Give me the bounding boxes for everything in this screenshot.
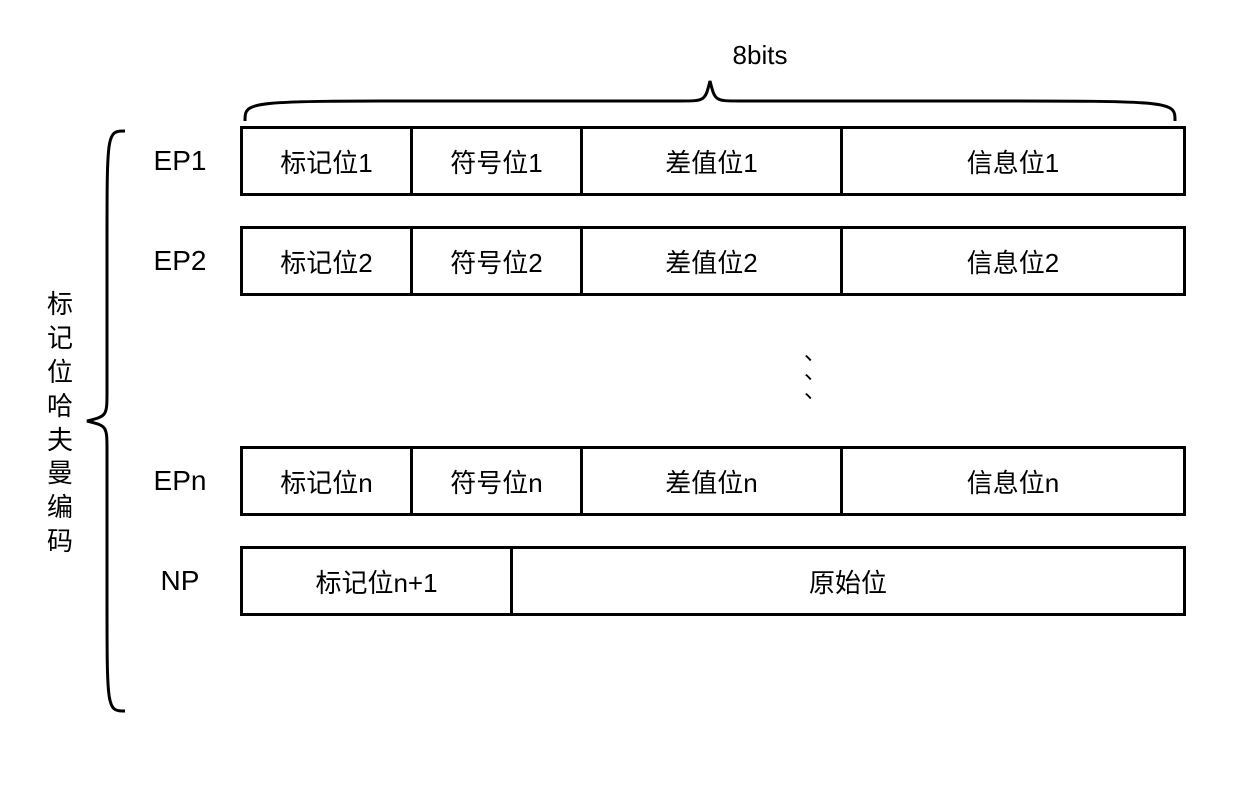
cell-sign: 符号位1: [413, 129, 583, 193]
row-label-np: NP: [130, 565, 240, 597]
top-width-label: 8bits: [320, 40, 1200, 71]
row-epn: EPn 标记位n 符号位n 差值位n 信息位n: [130, 446, 1200, 516]
cell-diff: 差值位n: [583, 449, 843, 513]
boxes-epn: 标记位n 符号位n 差值位n 信息位n: [240, 446, 1186, 516]
cell-sign: 符号位2: [413, 229, 583, 293]
boxes-ep2: 标记位2 符号位2 差值位2 信息位2: [240, 226, 1186, 296]
ellipsis-dot: 、: [804, 385, 826, 396]
top-brace: [240, 76, 1180, 126]
cell-marker: 标记位2: [243, 229, 413, 293]
cell-np-marker: 标记位n+1: [243, 549, 513, 613]
row-ep1: EP1 标记位1 符号位1 差值位1 信息位1: [130, 126, 1200, 196]
ellipsis-dot: 、: [804, 366, 826, 377]
cell-info: 信息位1: [843, 129, 1183, 193]
diagram-container: 8bits 标记位哈夫曼编码 EP1 标记位1 符号位1 差值位1 信息位1: [40, 40, 1200, 721]
left-brace: [80, 126, 130, 721]
main-area: 标记位哈夫曼编码 EP1 标记位1 符号位1 差值位1 信息位1 EP2 标记: [40, 126, 1200, 721]
cell-marker: 标记位n: [243, 449, 413, 513]
boxes-ep1: 标记位1 符号位1 差值位1 信息位1: [240, 126, 1186, 196]
ellipsis: 、 、 、: [430, 326, 1200, 416]
cell-info: 信息位2: [843, 229, 1183, 293]
cell-diff: 差值位2: [583, 229, 843, 293]
cell-sign: 符号位n: [413, 449, 583, 513]
cell-info: 信息位n: [843, 449, 1183, 513]
left-vertical-label: 标记位哈夫曼编码: [40, 126, 80, 721]
row-label-epn: EPn: [130, 465, 240, 497]
cell-marker: 标记位1: [243, 129, 413, 193]
rows-area: EP1 标记位1 符号位1 差值位1 信息位1 EP2 标记位2 符号位2 差值…: [130, 126, 1200, 721]
boxes-np: 标记位n+1 原始位: [240, 546, 1186, 616]
cell-diff: 差值位1: [583, 129, 843, 193]
row-np: NP 标记位n+1 原始位: [130, 546, 1200, 616]
ellipsis-dot: 、: [804, 347, 826, 358]
row-ep2: EP2 标记位2 符号位2 差值位2 信息位2: [130, 226, 1200, 296]
row-label-ep2: EP2: [130, 245, 240, 277]
cell-np-orig: 原始位: [513, 549, 1183, 613]
row-label-ep1: EP1: [130, 145, 240, 177]
